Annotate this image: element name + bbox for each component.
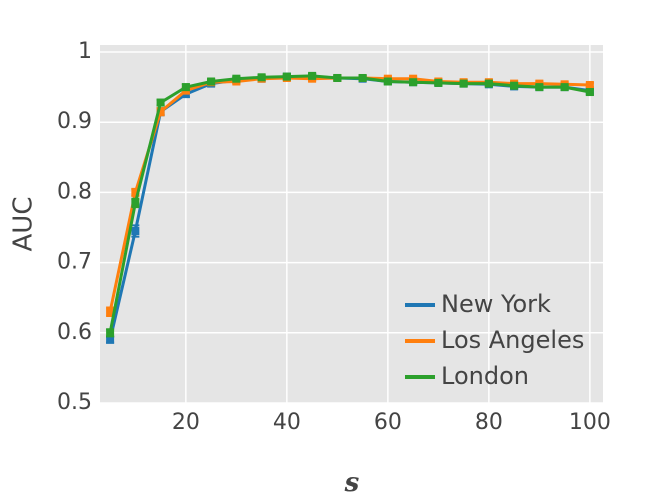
y-tick-label: 0.8: [57, 179, 92, 204]
y-tick-label: 0.9: [57, 109, 92, 134]
marker: [232, 74, 241, 83]
legend-label: New York: [441, 290, 551, 318]
marker: [358, 73, 367, 82]
x-tick-label: 100: [569, 410, 611, 435]
marker: [131, 188, 140, 197]
marker: [156, 98, 165, 107]
marker: [333, 73, 342, 82]
marker: [131, 198, 140, 207]
marker: [282, 72, 291, 81]
marker: [257, 73, 266, 82]
series-line: [108, 74, 591, 334]
marker: [106, 307, 115, 316]
marker: [156, 107, 165, 116]
y-axis-label: AUC: [9, 197, 39, 252]
marker: [181, 83, 190, 92]
marker: [207, 77, 216, 86]
marker: [106, 335, 115, 344]
marker: [308, 71, 317, 80]
marker: [585, 81, 594, 90]
y-tick-label: 1: [78, 39, 92, 64]
plot-area: [100, 45, 603, 403]
marker: [459, 79, 468, 88]
y-tick-label: 0.7: [57, 250, 92, 275]
marker: [484, 79, 493, 88]
marker: [434, 78, 443, 87]
marker: [409, 78, 418, 87]
x-tick-label: 60: [374, 410, 402, 435]
marker: [510, 81, 519, 90]
marker: [383, 77, 392, 86]
marker: [106, 328, 115, 337]
x-axis-label: s: [344, 468, 360, 498]
marker: [560, 83, 569, 92]
x-tick-label: 20: [172, 410, 200, 435]
y-tick-label: 0.6: [57, 320, 92, 345]
legend-label: Los Angeles: [441, 326, 584, 354]
x-tick-label: 40: [273, 410, 301, 435]
y-tick-label: 0.5: [57, 390, 92, 415]
legend-label: London: [441, 362, 529, 390]
marker: [585, 88, 594, 97]
x-tick-label: 80: [475, 410, 503, 435]
marker: [535, 83, 544, 92]
marker: [131, 227, 140, 236]
